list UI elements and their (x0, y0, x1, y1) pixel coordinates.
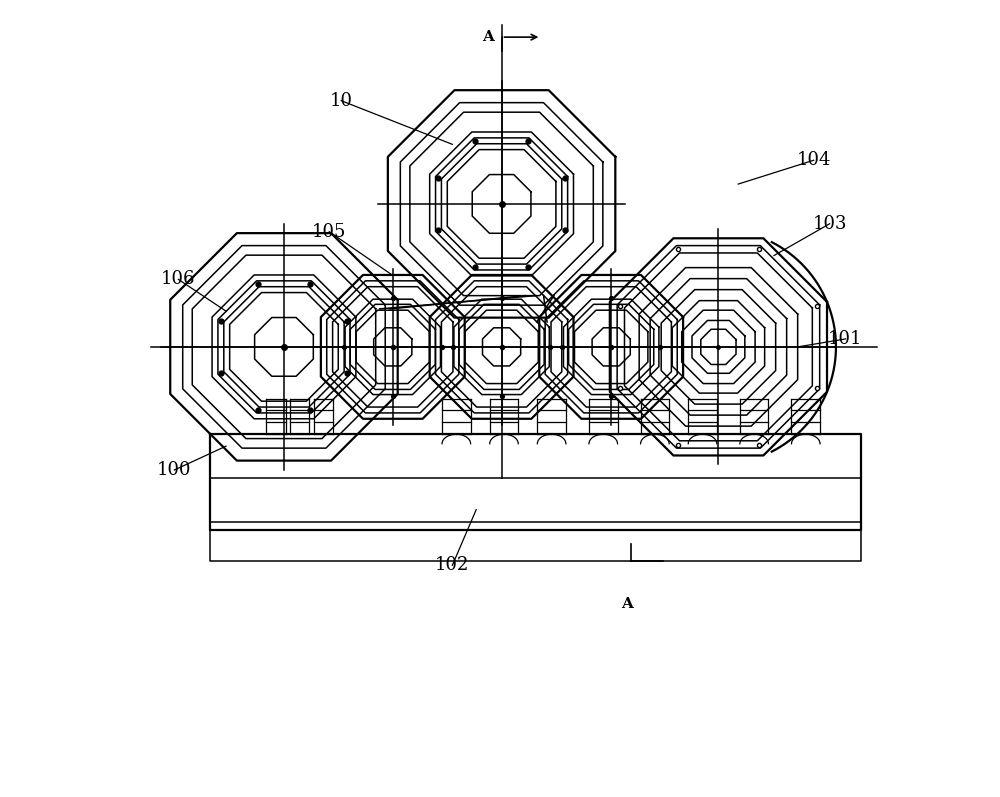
Text: 101: 101 (828, 330, 863, 348)
Text: 103: 103 (812, 214, 847, 233)
Text: 106: 106 (161, 270, 196, 289)
Text: 100: 100 (157, 461, 192, 479)
Text: 104: 104 (797, 151, 831, 169)
Text: A: A (482, 30, 494, 44)
Text: A: A (621, 597, 633, 611)
Text: 10: 10 (330, 92, 353, 110)
Text: 102: 102 (435, 556, 470, 575)
Text: 105: 105 (312, 222, 346, 241)
